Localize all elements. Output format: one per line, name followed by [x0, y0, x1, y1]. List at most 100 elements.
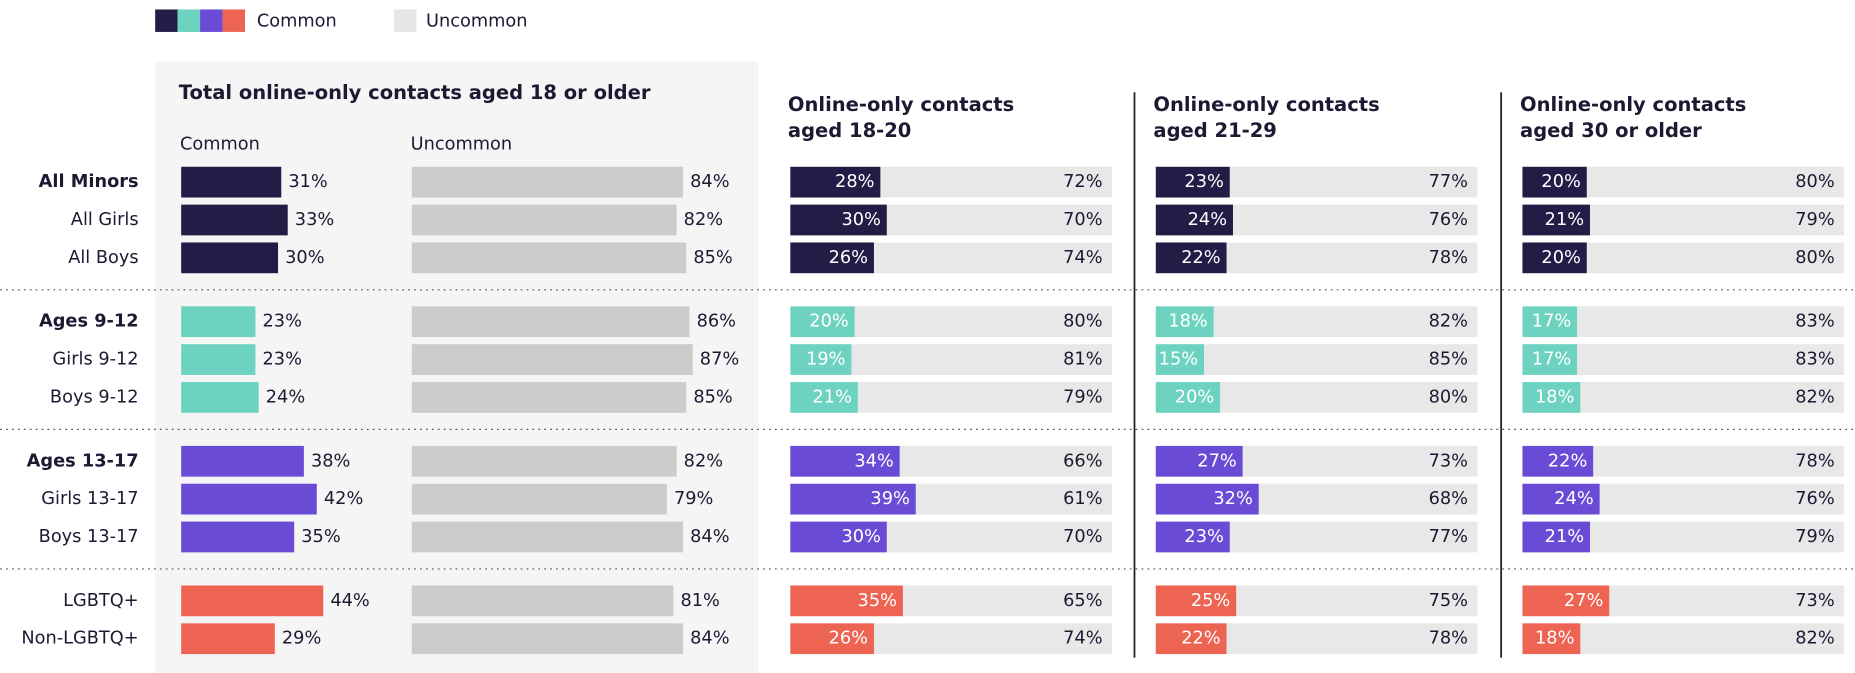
bar [1155, 166, 1230, 198]
value-label: 28% [835, 172, 874, 192]
value-label: 23% [263, 312, 302, 332]
legend-swatch [177, 9, 201, 32]
value-label: 22% [1548, 451, 1587, 471]
value-label: 82% [1795, 387, 1834, 407]
value-label: 73% [1795, 591, 1834, 611]
value-label: 75% [1429, 591, 1468, 611]
value-label: 31% [288, 172, 327, 192]
value-label: 20% [1541, 172, 1580, 192]
value-label: 72% [1063, 172, 1102, 192]
bar [886, 204, 1113, 236]
category-label: Girls 13-17 [41, 489, 138, 509]
bar [790, 166, 881, 198]
bar [411, 382, 687, 413]
bar [1226, 623, 1478, 655]
value-label: 30% [841, 527, 880, 547]
value-label: 84% [690, 527, 729, 547]
value-label: 18% [1168, 312, 1207, 332]
bar [1155, 344, 1205, 375]
bar [1522, 382, 1581, 413]
bar [181, 445, 304, 477]
bar [411, 204, 677, 236]
bar [886, 521, 1113, 553]
value-label: 30% [285, 248, 324, 268]
value-label: 76% [1429, 210, 1468, 230]
category-label: LGBTQ+ [63, 591, 138, 611]
bar [1593, 445, 1845, 477]
bar [1522, 166, 1587, 198]
value-label: 70% [1063, 527, 1102, 547]
bar [902, 585, 1113, 617]
value-label: 87% [700, 350, 739, 370]
value-label: 17% [1532, 312, 1571, 332]
value-label: 23% [1184, 172, 1223, 192]
bar [1577, 306, 1845, 338]
bar [1155, 445, 1243, 477]
bar [1522, 445, 1594, 477]
category-label: Boys 13-17 [39, 527, 139, 547]
bar [1155, 483, 1259, 515]
value-label: 20% [809, 312, 848, 332]
bar [1589, 204, 1845, 236]
value-label: 79% [1795, 527, 1834, 547]
value-label: 24% [266, 387, 305, 407]
value-label: 21% [1545, 527, 1584, 547]
bar [1229, 166, 1478, 198]
bar [181, 344, 256, 375]
value-label: 82% [684, 210, 723, 230]
value-label: 34% [854, 451, 893, 471]
bar [1609, 585, 1845, 617]
bar [1220, 382, 1478, 413]
value-label: 78% [1429, 248, 1468, 268]
panel-title: Total online-only contacts aged 18 or ol… [179, 81, 651, 104]
value-label: 19% [806, 350, 845, 370]
bar [1155, 242, 1227, 274]
value-label: 21% [813, 387, 852, 407]
value-label: 38% [311, 451, 350, 471]
category-label: Boys 9-12 [50, 387, 139, 407]
value-label: 20% [1541, 248, 1580, 268]
bar [873, 242, 1113, 274]
bar [1522, 521, 1590, 553]
bar [873, 623, 1113, 655]
bar [1204, 344, 1478, 375]
value-label: 82% [684, 451, 723, 471]
value-label: 17% [1532, 350, 1571, 370]
value-label: 82% [1429, 312, 1468, 332]
bar [1155, 521, 1230, 553]
value-label: 80% [1795, 248, 1834, 268]
value-label: 35% [858, 591, 897, 611]
bar [1577, 344, 1845, 375]
bar [181, 483, 317, 515]
value-label: 74% [1063, 248, 1102, 268]
bar [1155, 623, 1227, 655]
value-label: 79% [674, 489, 713, 509]
legend-swatch [200, 9, 223, 32]
panel-title: aged 18-20 [788, 119, 911, 142]
bar [181, 521, 295, 553]
bar [1522, 306, 1578, 338]
value-label: 61% [1063, 489, 1102, 509]
category-label: All Girls [71, 210, 139, 230]
category-label: Ages 9-12 [39, 312, 139, 332]
value-label: 18% [1535, 629, 1574, 649]
bar [411, 585, 674, 617]
bar [790, 585, 903, 617]
bar [1522, 483, 1600, 515]
value-label: 39% [870, 489, 909, 509]
value-label: 77% [1429, 527, 1468, 547]
value-label: 80% [1063, 312, 1102, 332]
value-label: 21% [1545, 210, 1584, 230]
value-label: 33% [295, 210, 334, 230]
value-label: 84% [690, 172, 729, 192]
bar [790, 242, 874, 274]
bar [1155, 204, 1233, 236]
bar [790, 445, 900, 477]
bar [181, 623, 275, 655]
value-label: 20% [1175, 387, 1214, 407]
bar [790, 382, 858, 413]
bar [1258, 483, 1478, 515]
bar [411, 483, 667, 515]
bar [411, 242, 687, 274]
bar [1522, 242, 1587, 274]
